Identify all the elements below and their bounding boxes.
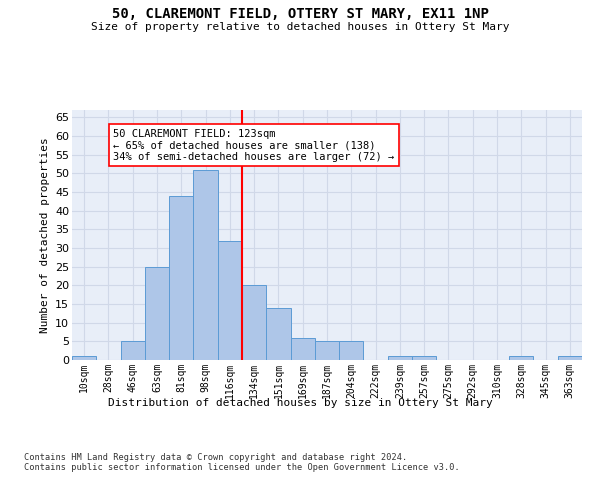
Bar xyxy=(266,308,290,360)
Text: Distribution of detached houses by size in Ottery St Mary: Distribution of detached houses by size … xyxy=(107,398,493,407)
Bar xyxy=(339,342,364,360)
Bar xyxy=(121,342,145,360)
Bar xyxy=(290,338,315,360)
Bar xyxy=(315,342,339,360)
Bar xyxy=(242,286,266,360)
Bar xyxy=(558,356,582,360)
Bar xyxy=(145,266,169,360)
Bar xyxy=(509,356,533,360)
Bar xyxy=(193,170,218,360)
Text: Contains HM Land Registry data © Crown copyright and database right 2024.
Contai: Contains HM Land Registry data © Crown c… xyxy=(24,452,460,472)
Bar xyxy=(72,356,96,360)
Text: 50, CLAREMONT FIELD, OTTERY ST MARY, EX11 1NP: 50, CLAREMONT FIELD, OTTERY ST MARY, EX1… xyxy=(112,8,488,22)
Bar xyxy=(218,240,242,360)
Bar xyxy=(169,196,193,360)
Text: Size of property relative to detached houses in Ottery St Mary: Size of property relative to detached ho… xyxy=(91,22,509,32)
Bar xyxy=(388,356,412,360)
Text: 50 CLAREMONT FIELD: 123sqm
← 65% of detached houses are smaller (138)
34% of sem: 50 CLAREMONT FIELD: 123sqm ← 65% of deta… xyxy=(113,128,395,162)
Y-axis label: Number of detached properties: Number of detached properties xyxy=(40,137,50,333)
Bar xyxy=(412,356,436,360)
